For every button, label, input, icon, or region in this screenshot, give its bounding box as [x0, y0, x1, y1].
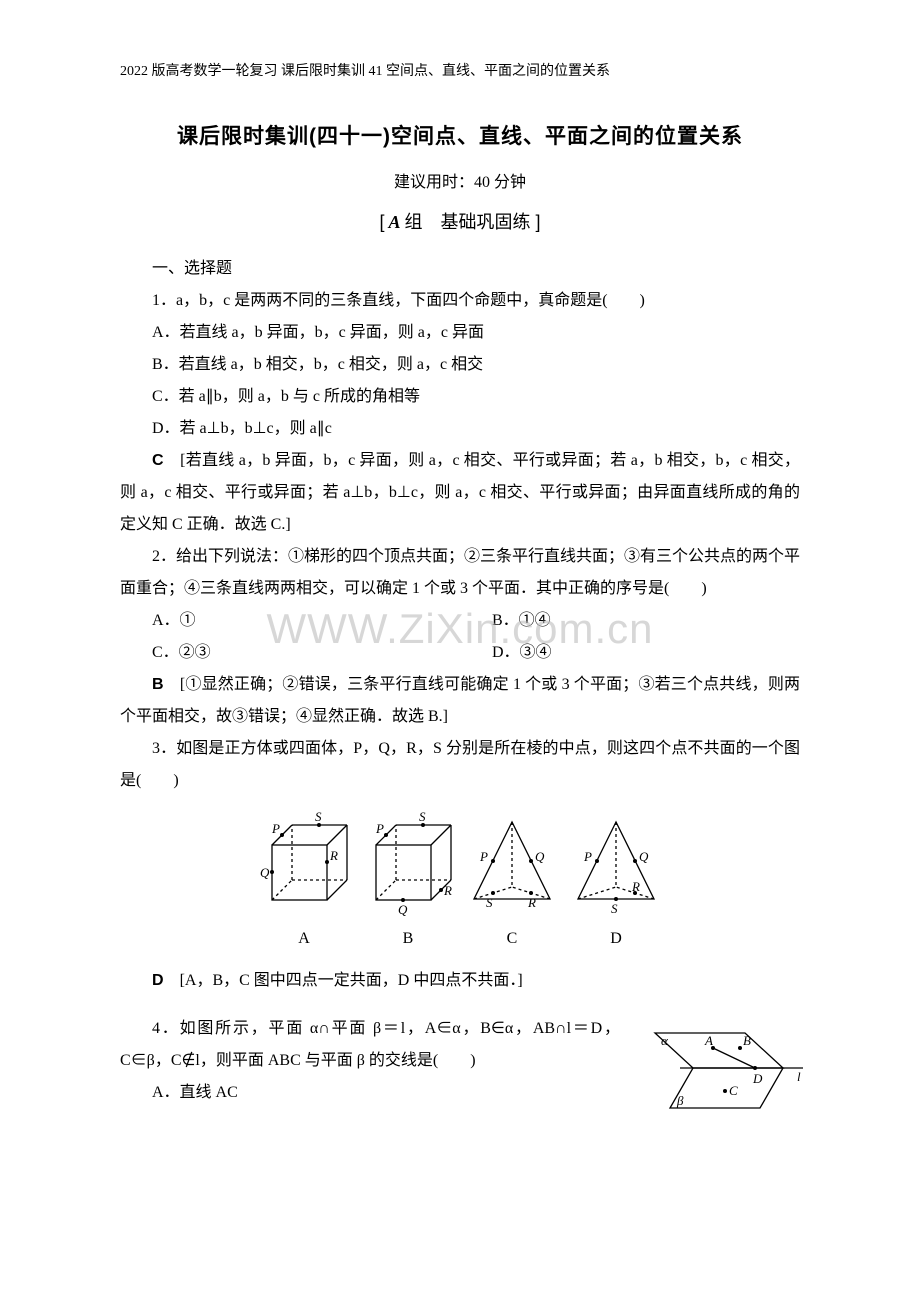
svg-text:P: P	[375, 821, 384, 836]
q3-answer-text: [A，B，C 图中四点一定共面，D 中四点不共面．]	[164, 972, 523, 989]
q2-options-row1: A．① B．①④	[120, 605, 800, 637]
q3-fig-c: P Q S R	[462, 807, 562, 917]
q3-answer-label: D	[152, 972, 164, 989]
q3-figures: PS QR	[120, 807, 800, 917]
svg-text:α: α	[661, 1033, 669, 1048]
section-label: [A组 基础巩固练 ]	[120, 208, 800, 235]
section-1-heading: 一、选择题	[120, 253, 800, 285]
q2-answer-label: B	[152, 676, 164, 693]
svg-text:S: S	[611, 901, 618, 916]
q2-answer: B [①显然正确；②错误，三条平行直线可能确定 1 个或 3 个平面；③若三个点…	[120, 669, 800, 733]
page-subtitle: 建议用时：40 分钟	[120, 168, 800, 192]
section-letter: A	[384, 210, 404, 235]
svg-text:Q: Q	[535, 849, 545, 864]
q1-stem: 1．a，b，c 是两两不同的三条直线，下面四个命题中，真命题是( )	[120, 285, 800, 317]
svg-text:Q: Q	[260, 865, 270, 880]
q2-stem: 2．给出下列说法：①梯形的四个顶点共面；②三条平行直线共面；③有三个公共点的两个…	[120, 541, 800, 605]
svg-text:l: l	[797, 1069, 801, 1084]
svg-text:R: R	[527, 895, 536, 910]
svg-text:R: R	[443, 883, 452, 898]
q2-options-row2: C．②③ D．③④	[120, 637, 800, 669]
svg-text:C: C	[729, 1083, 738, 1098]
q1-answer-text: [若直线 a，b 异面，b，c 异面，则 a，c 相交、平行或异面；若 a，b …	[120, 452, 800, 533]
svg-text:R: R	[631, 879, 640, 894]
svg-text:R: R	[329, 848, 338, 863]
q3-label-b: B	[358, 923, 458, 955]
svg-text:Q: Q	[639, 849, 649, 864]
q2-optA: A．①	[120, 605, 460, 637]
q2-answer-text: [①显然正确；②错误，三条平行直线可能确定 1 个或 3 个平面；③若三个点共线…	[120, 676, 800, 725]
q3-figure-labels: A B C D	[120, 923, 800, 955]
svg-text:S: S	[486, 895, 493, 910]
q3-label-c: C	[462, 923, 562, 955]
section-rest: 组 基础巩固练 ]	[405, 212, 541, 232]
svg-text:D: D	[752, 1071, 763, 1086]
q1-optD: D．若 a⊥b，b⊥c，则 a∥c	[120, 413, 800, 445]
q3-fig-d: P Q RS	[566, 807, 666, 917]
svg-text:S: S	[315, 809, 322, 824]
q1-optC: C．若 a∥b，则 a，b 与 c 所成的角相等	[120, 381, 800, 413]
svg-text:A: A	[704, 1033, 713, 1048]
q2-optD: D．③④	[460, 637, 800, 669]
q1-optA: A．若直线 a，b 异面，b，c 异面，则 a，c 异面	[120, 317, 800, 349]
svg-text:B: B	[743, 1033, 751, 1048]
q4-figure: α β A B C D l	[635, 1013, 810, 1135]
q3-fig-b: P S Q R	[358, 807, 458, 917]
svg-text:P: P	[583, 849, 592, 864]
q3-label-d: D	[566, 923, 666, 955]
page-title: 课后限时集训(四十一)空间点、直线、平面之间的位置关系	[120, 120, 800, 150]
q1-answer-label: C	[152, 452, 164, 469]
q3-fig-a: P S Q R	[254, 807, 354, 917]
q1-optB: B．若直线 a，b 相交，b，c 相交，则 a，c 相交	[120, 349, 800, 381]
svg-text:S: S	[419, 809, 426, 824]
svg-text:Q: Q	[398, 902, 408, 917]
page-header: 2022 版高考数学一轮复习 课后限时集训 41 空间点、直线、平面之间的位置关…	[120, 60, 800, 80]
q1-answer: C [若直线 a，b 异面，b，c 异面，则 a，c 相交、平行或异面；若 a，…	[120, 445, 800, 541]
q3-stem: 3．如图是正方体或四面体，P，Q，R，S 分别是所在棱的中点，则这四个点不共面的…	[120, 733, 800, 797]
q3-label-a: A	[254, 923, 354, 955]
svg-text:P: P	[479, 849, 488, 864]
q3-answer: D [A，B，C 图中四点一定共面，D 中四点不共面．]	[120, 965, 800, 997]
q2-optB: B．①④	[460, 605, 800, 637]
q2-optC: C．②③	[120, 637, 460, 669]
svg-text:P: P	[271, 821, 280, 836]
svg-text:β: β	[676, 1093, 684, 1108]
